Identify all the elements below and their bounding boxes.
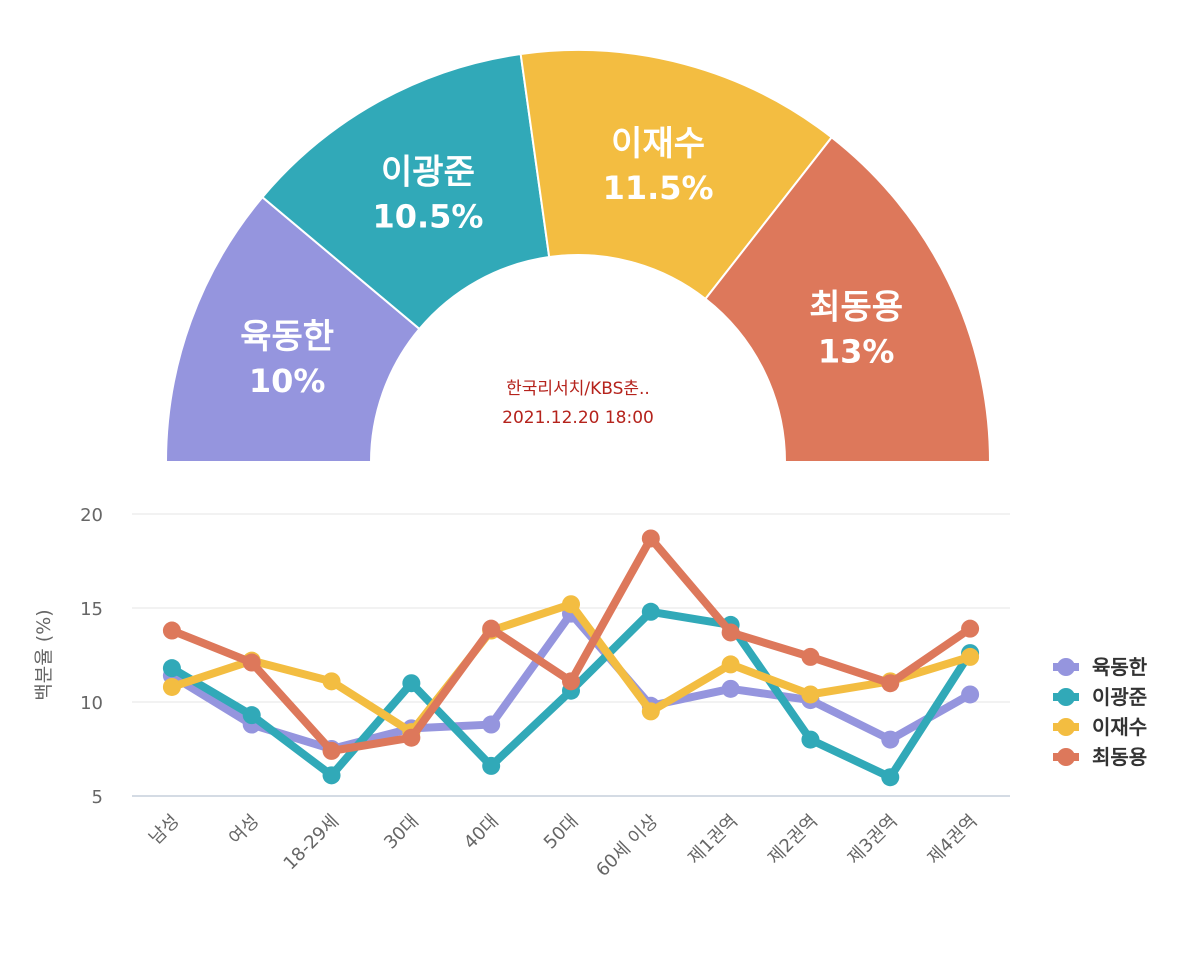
data-point[interactable] xyxy=(482,619,501,638)
data-point[interactable] xyxy=(162,621,181,640)
legend-marker xyxy=(1057,718,1075,736)
x-tick-label: 제3권역 xyxy=(844,811,902,869)
data-point[interactable] xyxy=(322,766,341,785)
data-point[interactable] xyxy=(961,647,980,666)
data-point[interactable] xyxy=(641,602,660,621)
x-tick-label: 제4권역 xyxy=(924,811,982,869)
data-point[interactable] xyxy=(482,756,501,775)
series-4 xyxy=(162,529,980,760)
pie-slice-1 xyxy=(164,195,421,463)
semi-donut-chart: 육동한 10% 이광준 10.5% 이재수 11.5% 최동용 13% xyxy=(164,49,992,463)
y-tick-label: 5 xyxy=(92,787,103,808)
legend-label: 이광준 xyxy=(1092,685,1147,709)
data-point[interactable] xyxy=(961,685,980,704)
data-point[interactable] xyxy=(402,674,421,693)
data-point[interactable] xyxy=(482,715,501,734)
legend-item-1[interactable]: 육동한 xyxy=(1053,655,1148,679)
data-point[interactable] xyxy=(881,768,900,787)
legend-item-2[interactable]: 이광준 xyxy=(1053,685,1147,709)
x-tick-label: 40대 xyxy=(460,811,503,854)
data-point[interactable] xyxy=(961,619,980,638)
x-tick-label: 18-29세 xyxy=(280,811,344,875)
data-point[interactable] xyxy=(801,685,820,704)
x-tick-label: 제2권역 xyxy=(764,811,822,869)
data-point[interactable] xyxy=(322,672,341,691)
x-tick-label: 30대 xyxy=(380,811,423,854)
data-point[interactable] xyxy=(402,728,421,747)
legend-marker xyxy=(1057,658,1075,676)
y-axis-label: 백분율 (%) xyxy=(33,609,55,700)
legend-label: 이재수 xyxy=(1092,715,1147,739)
y-tick-label: 15 xyxy=(80,599,103,620)
data-point[interactable] xyxy=(242,706,261,725)
pie-slice-name-label: 최동용 xyxy=(809,287,903,327)
pie-slice-value-label: 13% xyxy=(818,332,895,370)
datetime-text: 2021.12.20 18:00 xyxy=(502,408,654,428)
data-point[interactable] xyxy=(881,730,900,749)
semi-donut-center-text: 한국리서치/KBS춘.. 2021.12.20 18:00 xyxy=(502,379,654,428)
x-tick-label: 60세 이상 xyxy=(592,811,662,881)
pie-slice-value-label: 11.5% xyxy=(603,169,714,207)
pie-slice-value-label: 10.5% xyxy=(372,197,483,235)
x-tick-label: 남성 xyxy=(145,811,183,849)
data-point[interactable] xyxy=(162,677,181,696)
legend-marker xyxy=(1057,688,1075,706)
data-point[interactable] xyxy=(721,655,740,674)
pie-slice-2 xyxy=(260,52,551,331)
data-point[interactable] xyxy=(721,679,740,698)
legend-label: 최동용 xyxy=(1092,745,1147,769)
legend-label: 육동한 xyxy=(1092,655,1148,679)
x-tick-label: 제1권역 xyxy=(684,811,742,869)
legend-item-4[interactable]: 최동용 xyxy=(1053,745,1147,769)
pie-slice-value-label: 10% xyxy=(249,362,326,400)
legend-marker xyxy=(1057,748,1075,766)
data-point[interactable] xyxy=(322,741,341,760)
x-tick-label: 50대 xyxy=(540,811,583,854)
data-point[interactable] xyxy=(721,623,740,642)
data-point[interactable] xyxy=(641,529,660,548)
line-chart: 5 10 15 20 백분율 (%) 남성 여성 18-29세 30대 40대 50대 60세 이상 제… xyxy=(33,505,1010,881)
y-tick-label: 10 xyxy=(80,693,103,714)
pie-slice-name-label: 육동한 xyxy=(240,317,334,357)
pie-slice-name-label: 이광준 xyxy=(381,152,475,192)
data-point[interactable] xyxy=(881,674,900,693)
data-point[interactable] xyxy=(162,659,181,678)
data-point[interactable] xyxy=(562,595,580,614)
data-point[interactable] xyxy=(801,647,820,666)
pie-slice-4 xyxy=(704,135,992,463)
data-point[interactable] xyxy=(562,672,580,691)
source-text: 한국리서치/KBS춘.. xyxy=(506,379,650,399)
data-point[interactable] xyxy=(641,702,660,721)
legend-item-3[interactable]: 이재수 xyxy=(1053,715,1147,739)
data-point[interactable] xyxy=(242,653,261,672)
pie-slice-name-label: 이재수 xyxy=(611,124,705,164)
y-tick-label: 20 xyxy=(80,505,103,526)
data-point[interactable] xyxy=(801,730,820,749)
x-tick-label: 여성 xyxy=(225,811,263,849)
